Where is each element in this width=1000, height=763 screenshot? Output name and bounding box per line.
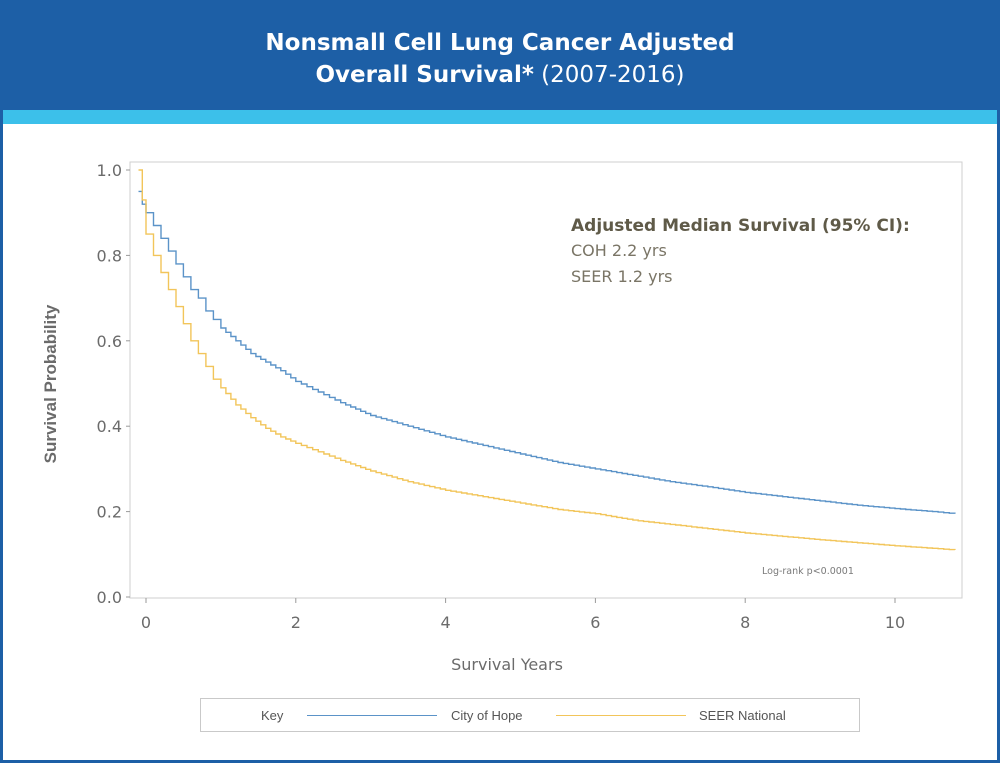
y-tick-label: 1.0: [97, 161, 122, 180]
accent-band: [0, 110, 1000, 124]
x-tick-label: 0: [141, 613, 151, 632]
median-survival-heading: Adjusted Median Survival (95% CI):: [571, 216, 910, 236]
chart-title-years: (2007-2016): [533, 62, 685, 88]
y-tick-label: 0.4: [97, 417, 122, 436]
city-of-hope-line: [138, 190, 956, 514]
y-tick-label: 0.8: [97, 246, 122, 265]
chart-title-line2: Overall Survival* (2007-2016): [0, 62, 1000, 88]
chart-legend: Key City of Hope SEER National: [200, 698, 860, 732]
x-tick-label: 6: [590, 613, 600, 632]
legend-entry-city-of-hope: City of Hope: [451, 708, 523, 723]
legend-entry-seer-national: SEER National: [699, 708, 786, 723]
chart-header: Nonsmall Cell Lung Cancer Adjusted Overa…: [0, 0, 1000, 110]
y-axis-label: Survival Probability: [41, 304, 60, 463]
series-lines: [138, 169, 956, 551]
median-survival-seer: SEER 1.2 yrs: [571, 267, 673, 286]
legend-swatch-seer-national: [556, 715, 686, 716]
y-tick-label: 0.0: [97, 588, 122, 607]
legend-key-label: Key: [261, 708, 284, 723]
y-tick-label: 0.6: [97, 332, 122, 351]
x-tick-label: 2: [291, 613, 301, 632]
seer-national-line: [138, 169, 956, 551]
median-survival-coh: COH 2.2 yrs: [571, 241, 667, 260]
y-axis: 0.0 0.2 0.4 0.6 0.8 1.0: [97, 161, 130, 607]
y-tick-label: 0.2: [97, 503, 122, 522]
chart-title-line1: Nonsmall Cell Lung Cancer Adjusted: [265, 30, 735, 56]
logrank-annotation: Log-rank p<0.0001: [762, 566, 854, 577]
x-axis-label: Survival Years: [451, 655, 563, 674]
x-tick-label: 8: [740, 613, 750, 632]
plot-area: [129, 161, 963, 599]
x-tick-label: 10: [885, 613, 905, 632]
x-axis: 0 2 4 6 8 10: [141, 598, 905, 632]
x-tick-label: 4: [441, 613, 451, 632]
chart-title-bold: Overall Survival*: [315, 62, 534, 88]
legend-swatch-city-of-hope: [307, 715, 437, 716]
